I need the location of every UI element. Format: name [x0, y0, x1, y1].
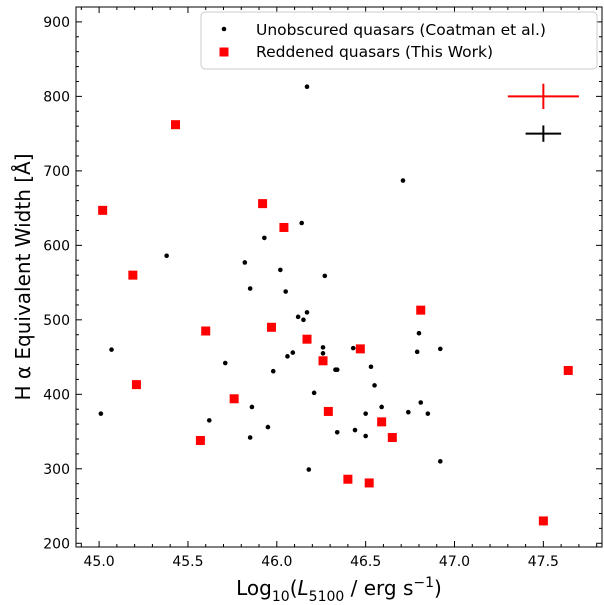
- unobscured-quasar-point: [437, 346, 443, 352]
- unobscured-quasar-point: [416, 330, 422, 336]
- reddened-quasar-point: [377, 417, 387, 427]
- unobscured-quasar-point: [265, 424, 271, 430]
- reddened-quasar-point: [229, 394, 239, 404]
- unobscured-quasar-point: [299, 220, 304, 226]
- reddened-quasar-point: [258, 199, 268, 209]
- unobscured-quasar-point: [322, 273, 328, 279]
- reddened-quasar-point: [343, 474, 353, 484]
- legend-box: [200, 11, 598, 70]
- reddened-quasar-point: [266, 322, 276, 332]
- unobscured-quasar-point: [352, 427, 358, 433]
- unobscured-quasar-point: [242, 260, 248, 265]
- unobscured-quasar-point: [418, 400, 424, 405]
- y-tick-label: 400: [43, 387, 70, 403]
- unobscured-quasar-point: [350, 345, 356, 351]
- reddened-quasar-point: [364, 478, 374, 488]
- x-tick-label: 45.5: [172, 554, 203, 570]
- unobscured-quasar-point: [368, 364, 374, 370]
- reddened-quasar-point: [279, 222, 289, 232]
- reddened-quasar-point: [171, 120, 181, 130]
- unobscured-quasar-point: [247, 435, 253, 440]
- unobscured-quasar-point: [311, 390, 317, 396]
- axis-ticks: [76, 6, 602, 547]
- unobscured-quasar-point: [320, 351, 326, 356]
- unobscured-quasar-point: [283, 289, 288, 294]
- error-bars: [507, 83, 579, 142]
- legend-label-reddened: Reddened quasars (This Work): [256, 43, 493, 61]
- unobscured-quasar-point: [247, 286, 253, 291]
- unobscured-quasar-point: [295, 314, 301, 320]
- unobscured-quasar-point: [379, 404, 384, 410]
- unobscured-quasar-point: [320, 345, 326, 350]
- unobscured-quasar-point: [109, 347, 114, 352]
- y-tick-label: 900: [43, 15, 70, 31]
- unobscured-quasar-point: [301, 317, 306, 323]
- reddened-quasar-point: [201, 326, 211, 336]
- unobscured-quasar-point: [206, 418, 212, 423]
- reddened-quasar-point: [131, 380, 141, 390]
- legend-label-unobscured: Unobscured quasars (Coatman et al.): [256, 21, 546, 39]
- reddened-quasar-point: [323, 406, 333, 416]
- x-tick-label: 46.0: [261, 554, 292, 570]
- unobscured-quasar-point: [164, 253, 169, 259]
- unobscured-quasar-point: [400, 178, 406, 183]
- reddened-quasar-point: [416, 305, 426, 315]
- x-tick-label: 46.5: [350, 554, 381, 570]
- reddened-quasar-point: [563, 365, 573, 375]
- legend: Unobscured quasars (Coatman et al.) Redd…: [200, 11, 598, 70]
- plot-area: [75, 6, 603, 548]
- unobscured-quasar-point: [304, 84, 310, 89]
- unobscured-quasar-point: [306, 467, 312, 472]
- x-tick-label: 45.0: [84, 554, 115, 570]
- y-tick-label: 500: [43, 313, 70, 329]
- y-axis-label: H α Equivalent Width [Å]: [11, 153, 35, 400]
- reddened-quasar-point: [355, 344, 365, 354]
- y-tick-label: 800: [43, 89, 70, 105]
- unobscured-quasar-point: [372, 383, 377, 388]
- data-points: [98, 84, 573, 526]
- unobscured-quasar-point: [334, 429, 340, 435]
- reddened-quasar-point: [128, 270, 138, 280]
- y-tick-label: 700: [43, 164, 70, 180]
- unobscured-quasar-point: [304, 310, 310, 315]
- y-tick-label: 300: [43, 462, 70, 478]
- unobscured-quasar-point: [425, 411, 431, 416]
- tick-labels: 45.0 45.5 46.0 46.5 47.0 47.5 200 300 400 500 600 7…: [43, 15, 559, 570]
- reddened-quasar-point: [302, 334, 312, 344]
- unobscured-quasar-point: [437, 459, 443, 464]
- unobscured-quasar-point: [414, 349, 420, 355]
- unobscured-quasar-point: [222, 360, 228, 366]
- y-tick-label: 600: [43, 238, 70, 254]
- unobscured-quasar-point: [334, 367, 340, 373]
- x-tick-label: 47.5: [528, 554, 559, 570]
- unobscured-quasar-point: [290, 350, 296, 355]
- x-axis-label: Log10(L5100 / erg s−1): [236, 575, 442, 605]
- reddened-quasar-point: [98, 205, 108, 215]
- unobscured-quasar-point: [285, 354, 290, 359]
- unobscured-quasar-point: [363, 433, 368, 439]
- unobscured-quasar-point: [270, 368, 276, 374]
- unobscured-quasar-point: [262, 235, 267, 241]
- reddened-quasar-point: [318, 356, 328, 366]
- legend-marker-unobscured: [221, 26, 227, 32]
- reddened-quasar-point: [538, 516, 548, 526]
- unobscured-quasar-point: [278, 267, 283, 273]
- unobscured-quasar-point: [98, 411, 104, 416]
- unobscured-quasar-point: [249, 404, 255, 410]
- y-tick-label: 200: [43, 536, 70, 552]
- unobscured-quasar-point: [363, 411, 368, 416]
- reddened-quasar-point: [195, 435, 205, 445]
- legend-marker-reddened: [219, 47, 229, 57]
- reddened-quasar-point: [387, 433, 397, 443]
- unobscured-quasar-point: [406, 409, 411, 415]
- x-tick-label: 47.0: [439, 554, 470, 570]
